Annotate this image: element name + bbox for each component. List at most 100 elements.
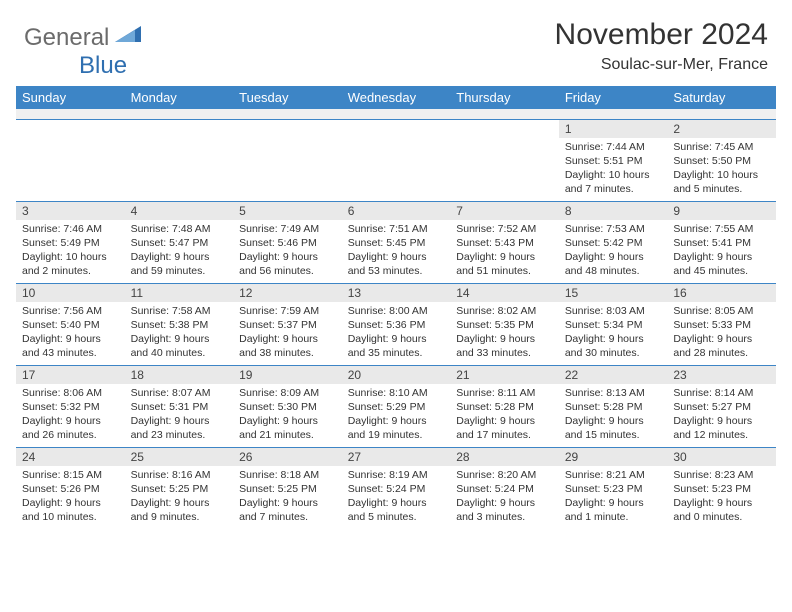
day-cell: 24Sunrise: 8:15 AMSunset: 5:26 PMDayligh…	[16, 447, 125, 529]
day-details: Sunrise: 7:45 AMSunset: 5:50 PMDaylight:…	[667, 138, 776, 201]
day-cell	[16, 119, 125, 201]
day-details: Sunrise: 7:53 AMSunset: 5:42 PMDaylight:…	[559, 220, 668, 283]
day-number: 15	[559, 284, 668, 302]
day-cell: 5Sunrise: 7:49 AMSunset: 5:46 PMDaylight…	[233, 201, 342, 283]
day-details: Sunrise: 7:52 AMSunset: 5:43 PMDaylight:…	[450, 220, 559, 283]
day-details: Sunrise: 8:09 AMSunset: 5:30 PMDaylight:…	[233, 384, 342, 447]
day-details: Sunrise: 7:55 AMSunset: 5:41 PMDaylight:…	[667, 220, 776, 283]
day-number: 2	[667, 120, 776, 138]
calendar-body: 1Sunrise: 7:44 AMSunset: 5:51 PMDaylight…	[16, 109, 776, 529]
day-cell: 21Sunrise: 8:11 AMSunset: 5:28 PMDayligh…	[450, 365, 559, 447]
day-number: 4	[125, 202, 234, 220]
day-number: 10	[16, 284, 125, 302]
day-number: 11	[125, 284, 234, 302]
calendar-row: 10Sunrise: 7:56 AMSunset: 5:40 PMDayligh…	[16, 283, 776, 365]
day-number: 27	[342, 448, 451, 466]
day-cell: 9Sunrise: 7:55 AMSunset: 5:41 PMDaylight…	[667, 201, 776, 283]
day-details: Sunrise: 8:13 AMSunset: 5:28 PMDaylight:…	[559, 384, 668, 447]
day-cell: 11Sunrise: 7:58 AMSunset: 5:38 PMDayligh…	[125, 283, 234, 365]
day-details: Sunrise: 7:49 AMSunset: 5:46 PMDaylight:…	[233, 220, 342, 283]
day-details: Sunrise: 8:21 AMSunset: 5:23 PMDaylight:…	[559, 466, 668, 529]
day-cell	[342, 119, 451, 201]
day-number: 24	[16, 448, 125, 466]
day-cell: 14Sunrise: 8:02 AMSunset: 5:35 PMDayligh…	[450, 283, 559, 365]
day-number: 14	[450, 284, 559, 302]
weekday-header: Tuesday	[233, 86, 342, 109]
day-details: Sunrise: 8:16 AMSunset: 5:25 PMDaylight:…	[125, 466, 234, 529]
day-cell: 1Sunrise: 7:44 AMSunset: 5:51 PMDaylight…	[559, 119, 668, 201]
day-details: Sunrise: 8:20 AMSunset: 5:24 PMDaylight:…	[450, 466, 559, 529]
day-details: Sunrise: 8:15 AMSunset: 5:26 PMDaylight:…	[16, 466, 125, 529]
day-cell: 17Sunrise: 8:06 AMSunset: 5:32 PMDayligh…	[16, 365, 125, 447]
day-cell: 30Sunrise: 8:23 AMSunset: 5:23 PMDayligh…	[667, 447, 776, 529]
day-number: 18	[125, 366, 234, 384]
day-cell: 29Sunrise: 8:21 AMSunset: 5:23 PMDayligh…	[559, 447, 668, 529]
calendar-row: 24Sunrise: 8:15 AMSunset: 5:26 PMDayligh…	[16, 447, 776, 529]
day-details: Sunrise: 8:19 AMSunset: 5:24 PMDaylight:…	[342, 466, 451, 529]
day-number: 26	[233, 448, 342, 466]
day-number: 3	[16, 202, 125, 220]
day-details: Sunrise: 7:48 AMSunset: 5:47 PMDaylight:…	[125, 220, 234, 283]
day-cell	[125, 119, 234, 201]
weekday-header: Sunday	[16, 86, 125, 109]
day-details: Sunrise: 7:51 AMSunset: 5:45 PMDaylight:…	[342, 220, 451, 283]
day-number: 16	[667, 284, 776, 302]
day-cell: 26Sunrise: 8:18 AMSunset: 5:25 PMDayligh…	[233, 447, 342, 529]
day-number: 28	[450, 448, 559, 466]
day-cell: 7Sunrise: 7:52 AMSunset: 5:43 PMDaylight…	[450, 201, 559, 283]
day-cell: 10Sunrise: 7:56 AMSunset: 5:40 PMDayligh…	[16, 283, 125, 365]
day-number: 7	[450, 202, 559, 220]
day-number: 21	[450, 366, 559, 384]
weekday-header: Friday	[559, 86, 668, 109]
day-cell: 27Sunrise: 8:19 AMSunset: 5:24 PMDayligh…	[342, 447, 451, 529]
day-number: 20	[342, 366, 451, 384]
day-number: 9	[667, 202, 776, 220]
day-details: Sunrise: 7:59 AMSunset: 5:37 PMDaylight:…	[233, 302, 342, 365]
day-number: 5	[233, 202, 342, 220]
day-cell: 19Sunrise: 8:09 AMSunset: 5:30 PMDayligh…	[233, 365, 342, 447]
day-details: Sunrise: 7:56 AMSunset: 5:40 PMDaylight:…	[16, 302, 125, 365]
month-title: November 2024	[555, 18, 768, 52]
day-cell: 20Sunrise: 8:10 AMSunset: 5:29 PMDayligh…	[342, 365, 451, 447]
day-cell: 16Sunrise: 8:05 AMSunset: 5:33 PMDayligh…	[667, 283, 776, 365]
day-details: Sunrise: 8:02 AMSunset: 5:35 PMDaylight:…	[450, 302, 559, 365]
day-cell: 2Sunrise: 7:45 AMSunset: 5:50 PMDaylight…	[667, 119, 776, 201]
day-number: 30	[667, 448, 776, 466]
day-cell: 22Sunrise: 8:13 AMSunset: 5:28 PMDayligh…	[559, 365, 668, 447]
day-number: 13	[342, 284, 451, 302]
day-details: Sunrise: 8:14 AMSunset: 5:27 PMDaylight:…	[667, 384, 776, 447]
weekday-header: Thursday	[450, 86, 559, 109]
day-details: Sunrise: 8:06 AMSunset: 5:32 PMDaylight:…	[16, 384, 125, 447]
day-number: 12	[233, 284, 342, 302]
day-details: Sunrise: 8:00 AMSunset: 5:36 PMDaylight:…	[342, 302, 451, 365]
day-number: 1	[559, 120, 668, 138]
day-details: Sunrise: 8:23 AMSunset: 5:23 PMDaylight:…	[667, 466, 776, 529]
day-details: Sunrise: 8:03 AMSunset: 5:34 PMDaylight:…	[559, 302, 668, 365]
title-block: November 2024 Soulac-sur-Mer, France	[555, 18, 768, 74]
day-details: Sunrise: 8:18 AMSunset: 5:25 PMDaylight:…	[233, 466, 342, 529]
logo-text-blue-row: Blue	[31, 52, 127, 80]
day-cell: 13Sunrise: 8:00 AMSunset: 5:36 PMDayligh…	[342, 283, 451, 365]
logo-text-general: General	[24, 24, 109, 52]
weekday-header: Monday	[125, 86, 234, 109]
day-details: Sunrise: 8:07 AMSunset: 5:31 PMDaylight:…	[125, 384, 234, 447]
day-details: Sunrise: 8:05 AMSunset: 5:33 PMDaylight:…	[667, 302, 776, 365]
day-number: 23	[667, 366, 776, 384]
weekday-header: Saturday	[667, 86, 776, 109]
day-details: Sunrise: 7:58 AMSunset: 5:38 PMDaylight:…	[125, 302, 234, 365]
calendar-row: 17Sunrise: 8:06 AMSunset: 5:32 PMDayligh…	[16, 365, 776, 447]
day-number: 17	[16, 366, 125, 384]
day-cell: 8Sunrise: 7:53 AMSunset: 5:42 PMDaylight…	[559, 201, 668, 283]
day-cell: 4Sunrise: 7:48 AMSunset: 5:47 PMDaylight…	[125, 201, 234, 283]
day-number: 22	[559, 366, 668, 384]
day-cell: 12Sunrise: 7:59 AMSunset: 5:37 PMDayligh…	[233, 283, 342, 365]
spacer	[16, 109, 776, 119]
day-cell: 15Sunrise: 8:03 AMSunset: 5:34 PMDayligh…	[559, 283, 668, 365]
day-cell: 18Sunrise: 8:07 AMSunset: 5:31 PMDayligh…	[125, 365, 234, 447]
calendar-row: 3Sunrise: 7:46 AMSunset: 5:49 PMDaylight…	[16, 201, 776, 283]
day-number: 25	[125, 448, 234, 466]
day-number: 8	[559, 202, 668, 220]
day-number: 6	[342, 202, 451, 220]
day-number: 19	[233, 366, 342, 384]
calendar-row: 1Sunrise: 7:44 AMSunset: 5:51 PMDaylight…	[16, 119, 776, 201]
